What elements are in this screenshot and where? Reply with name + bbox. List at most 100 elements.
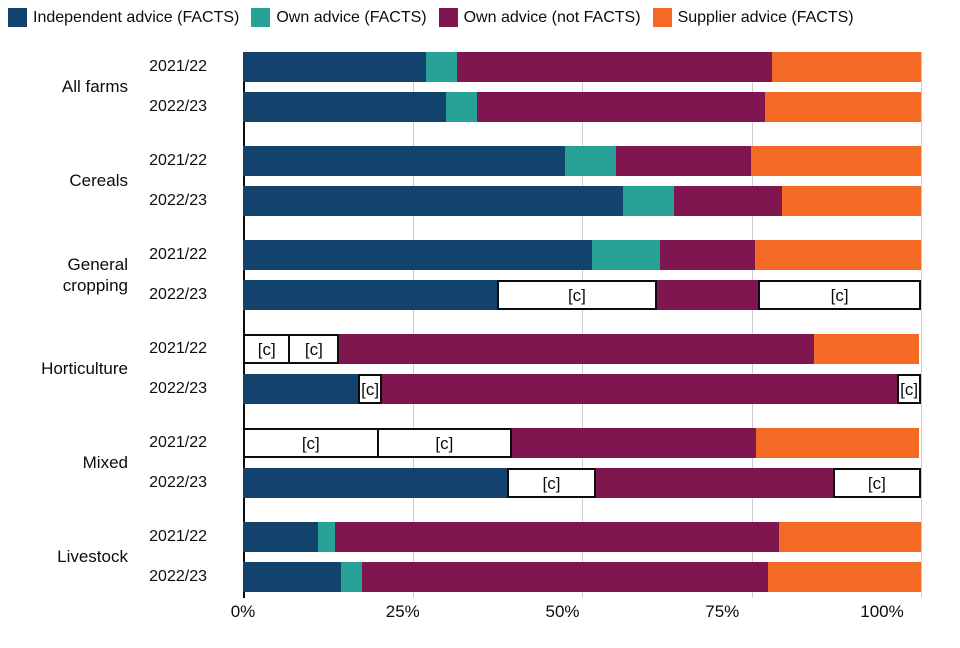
bar-row: 2022/23 [128, 92, 921, 122]
stacked-bar-chart: All farms 2021/22 2022/23 Cereals 2021/22 202… [0, 43, 960, 632]
legend-swatch-independent-advice-facts [8, 8, 27, 27]
stacked-bar [243, 240, 921, 270]
legend-label: Supplier advice (FACTS) [677, 8, 854, 26]
bar-segment-supplier-advice-facts [751, 146, 921, 176]
stacked-bar [243, 52, 921, 82]
bar-row: 2021/22 [128, 240, 921, 270]
stacked-bar: [c] [c] [243, 428, 921, 458]
bar-row: 2022/23 [128, 186, 921, 216]
bar-segment-suppressed: [c] [497, 280, 657, 310]
x-tick-25: 25% [385, 602, 420, 621]
bar-segment-suppressed: [c] [243, 334, 291, 364]
bar-segment-supplier-advice-facts [781, 186, 921, 216]
bar-segment-own-advice-not-facts [334, 522, 779, 552]
x-tick-50: 50% [545, 602, 580, 621]
bar-rows: 2021/22 [c] [c] 2022/23 [c] [c] [128, 334, 921, 404]
bar-rows: 2021/22 2022/23 [128, 146, 921, 216]
bar-segment-own-advice-not-facts [381, 374, 898, 404]
bar-row: 2022/23 [c] [c] [128, 374, 921, 404]
bar-segment-independent-advice-facts [243, 240, 593, 270]
legend-item-own-advice-facts: Own advice (FACTS) [251, 8, 427, 27]
legend-label: Independent advice (FACTS) [33, 8, 240, 26]
x-axis: 0% 25% 50% 75% 100% [231, 602, 904, 632]
bar-segment-independent-advice-facts [243, 522, 318, 552]
bar-segment-own-advice-facts [622, 186, 674, 216]
bar-segment-own-advice-facts [446, 92, 477, 122]
bar-segment-supplier-advice-facts [754, 240, 921, 270]
bar-segment-own-advice-not-facts [656, 280, 759, 310]
year-label: 2021/22 [149, 152, 207, 169]
stacked-bar: [c] [c] [243, 334, 921, 364]
stacked-bar [243, 522, 921, 552]
bar-group-all-farms: All farms 2021/22 2022/23 [0, 52, 921, 122]
gridline-100pct [921, 52, 922, 598]
year-label: 2022/23 [149, 192, 207, 209]
gridline-25pct [412, 52, 414, 598]
legend-swatch-own-advice-facts [251, 8, 271, 27]
bar-segment-suppressed: [c] [507, 468, 596, 498]
bar-row: 2022/23 [128, 562, 921, 592]
legend-label: Own advice (FACTS) [276, 8, 427, 26]
legend: Independent advice (FACTS) Own advice (F… [8, 8, 956, 27]
bar-segment-own-advice-not-facts [361, 562, 769, 592]
bar-rows: 2021/22 2022/23 [c] [c] [128, 240, 921, 310]
x-tick-0: 0% [230, 602, 256, 621]
bar-segment-own-advice-not-facts [673, 186, 782, 216]
bar-segment-independent-advice-facts [243, 374, 359, 404]
bar-segment-own-advice-not-facts [659, 240, 755, 270]
bar-segment-own-advice-not-facts [595, 468, 833, 498]
legend-label: Own advice (not FACTS) [463, 8, 641, 26]
bar-rows: 2021/22 2022/23 [128, 52, 921, 122]
category-label: Mixed [82, 453, 128, 473]
bar-rows: 2021/22 2022/23 [128, 522, 921, 592]
bar-segment-own-advice-not-facts [339, 334, 814, 364]
year-label: 2021/22 [149, 340, 207, 357]
stacked-bar: [c] [c] [243, 468, 921, 498]
bar-rows: 2021/22 [c] [c] 2022/23 [c] [c] [128, 428, 921, 498]
bar-segment-own-advice-facts [592, 240, 660, 270]
year-label: 2022/23 [149, 474, 207, 491]
year-label: 2021/22 [149, 528, 207, 545]
bar-segment-supplier-advice-facts [771, 52, 921, 82]
bar-segment-supplier-advice-facts [765, 92, 921, 122]
gridlines [243, 52, 922, 598]
x-tick-75: 75% [705, 602, 740, 621]
year-label: 2021/22 [149, 246, 207, 263]
bar-groups: All farms 2021/22 2022/23 Cereals 2021/22 202… [0, 52, 921, 592]
bar-group-mixed: Mixed 2021/22 [c] [c] 2022/23 [c] [c] [0, 428, 921, 498]
bar-segment-independent-advice-facts [243, 468, 508, 498]
bar-segment-suppressed: [c] [832, 468, 921, 498]
legend-swatch-own-advice-not-facts [438, 8, 458, 27]
year-label: 2022/23 [149, 286, 207, 303]
bar-segment-supplier-advice-facts [778, 522, 921, 552]
bar-segment-independent-advice-facts [243, 562, 342, 592]
stacked-bar [243, 92, 921, 122]
bar-segment-suppressed: [c] [897, 374, 921, 404]
bar-row: 2022/23 [c] [c] [128, 468, 921, 498]
category-label: Horticulture [41, 359, 128, 379]
bar-segment-supplier-advice-facts [768, 562, 921, 592]
year-label: 2022/23 [149, 98, 207, 115]
bar-segment-independent-advice-facts [243, 280, 498, 310]
legend-item-supplier-advice-facts: Supplier advice (FACTS) [652, 8, 854, 27]
bar-group-general-cropping: General cropping 2021/22 2022/23 [c] [c] [0, 240, 921, 310]
gridline-50pct [582, 52, 583, 598]
category-label: Livestock [57, 547, 128, 567]
stacked-bar: [c] [c] [243, 280, 921, 310]
bar-segment-suppressed: [c] [376, 428, 513, 458]
stacked-bar [243, 562, 921, 592]
category-label: All farms [61, 77, 128, 97]
bar-segment-own-advice-facts [565, 146, 616, 176]
x-tick-100: 100% [860, 602, 904, 621]
bar-segment-suppressed: [c] [358, 374, 382, 404]
gridline-75pct [751, 52, 753, 598]
bar-segment-suppressed: [c] [243, 428, 379, 458]
bar-segment-suppressed: [c] [758, 280, 921, 310]
bar-segment-supplier-advice-facts [813, 334, 919, 364]
category-label: General cropping [62, 254, 128, 295]
bar-segment-supplier-advice-facts [756, 428, 919, 458]
bar-group-livestock: Livestock 2021/22 2022/23 [0, 522, 921, 592]
bar-row: 2021/22 [128, 52, 921, 82]
bar-row: 2021/22 [c] [c] [128, 334, 921, 364]
year-label: 2022/23 [149, 380, 207, 397]
